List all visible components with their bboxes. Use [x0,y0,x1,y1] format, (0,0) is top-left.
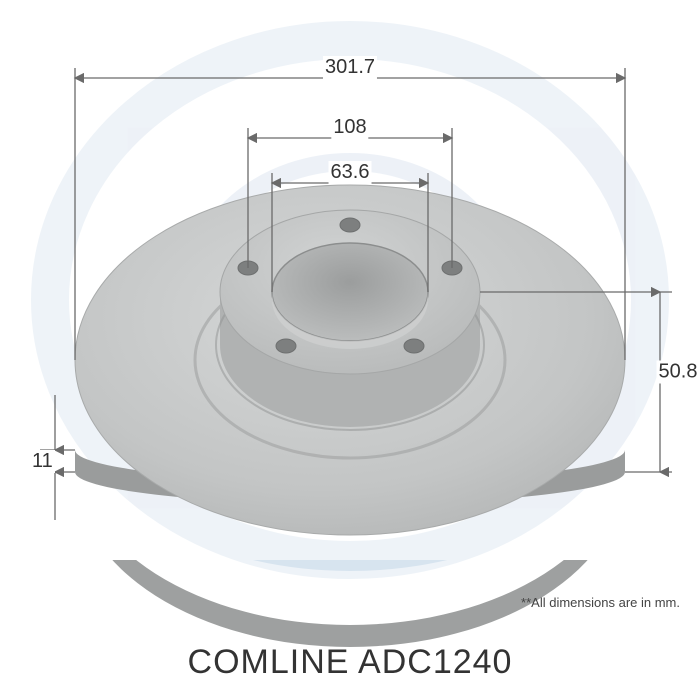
dim-outer-diameter: 301.7 [323,56,377,79]
dim-height: 50.8 [657,361,700,384]
part-number: ADC1240 [358,643,512,681]
brand-name: COMLINE [188,643,350,681]
dim-pcd: 108 [331,116,368,139]
brand-line: COMLINE ADC1240 [188,643,513,682]
footnote-units: **All dimensions are in mm. [521,595,680,610]
dim-center-bore: 63.6 [329,161,372,184]
diagram-canvas: 301.7 108 63.6 11 50.8 **All dimensions … [0,0,700,700]
dim-thickness-label: 11 [30,450,55,473]
center-bore [272,243,428,341]
